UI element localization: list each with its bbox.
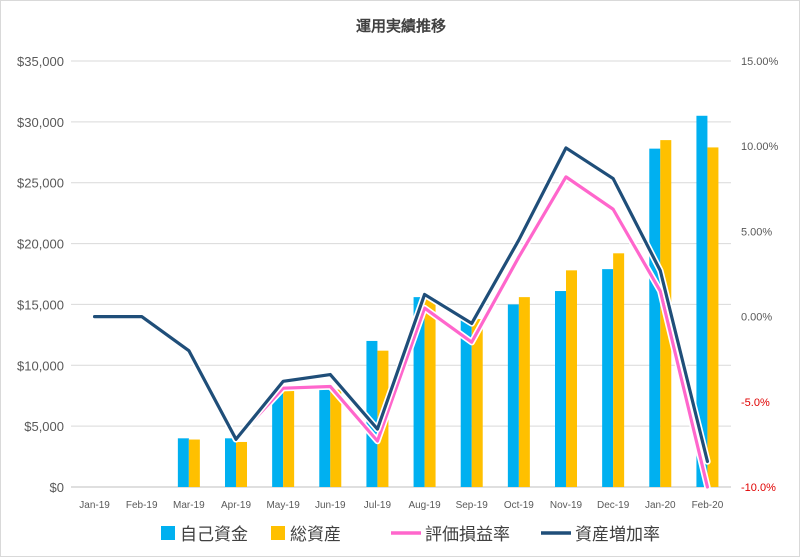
bar-own-funds	[649, 148, 661, 488]
y-right-tick-label: 0.00%	[741, 312, 772, 324]
bar-total-assets	[424, 297, 436, 487]
bar-total-assets	[283, 390, 295, 487]
bar-own-funds	[555, 291, 566, 487]
bar-own-funds	[507, 304, 519, 487]
x-tick-label: Sep-19	[456, 500, 489, 511]
x-tick-label: Aug-19	[408, 500, 441, 511]
bar-own-funds	[272, 389, 284, 487]
lines	[91, 144, 711, 491]
x-tick-label: Feb-19	[126, 500, 158, 511]
legend-swatch-total-assets	[271, 526, 285, 540]
bar-total-assets	[188, 439, 200, 487]
bar-total-assets	[707, 147, 719, 487]
bar-own-funds	[177, 438, 189, 487]
y-left-tick-label: $30,000	[17, 115, 64, 130]
legend-swatch-own-funds	[161, 526, 175, 540]
legend-label-valuation-rate: 評価損益率	[425, 525, 510, 544]
bar-own-funds	[319, 389, 331, 487]
bar-own-funds	[366, 340, 378, 487]
gridlines	[71, 60, 731, 488]
y-left-tick-label: $20,000	[17, 237, 64, 252]
line-asset-growth-rate	[92, 146, 710, 464]
y-right-tick-label: 5.00%	[741, 226, 772, 238]
x-tick-label: Nov-19	[550, 500, 583, 511]
chart-title: 運用実績推移	[356, 17, 446, 35]
axis-labels: $0 $5,000 $10,000 $15,000 $20,000 $25,000 $30,…	[17, 54, 779, 511]
x-tick-label: May-19	[266, 500, 300, 511]
y-left-tick-label: $15,000	[17, 297, 64, 312]
x-tick-label: Mar-19	[173, 500, 205, 511]
x-tick-label: Dec-19	[597, 500, 630, 511]
legend-label-own-funds: 自己資金	[180, 525, 248, 544]
bar-total-assets	[236, 441, 247, 487]
y-right-tick-label: -10.0%	[741, 482, 776, 494]
x-tick-label: Jan-20	[645, 500, 676, 511]
x-tick-label: Oct-19	[504, 500, 534, 511]
bar-own-funds	[225, 438, 236, 487]
bar-own-funds	[413, 297, 425, 487]
bar-total-assets	[613, 253, 625, 487]
y-right-tick-label: 10.00%	[741, 141, 779, 153]
bar-own-funds	[460, 320, 472, 487]
y-left-tick-label: $35,000	[17, 54, 64, 69]
y-left-tick-label: $10,000	[17, 358, 64, 373]
x-tick-label: Feb-20	[692, 500, 724, 511]
legend-label-total-assets: 総資産	[290, 525, 341, 544]
bar-total-assets	[518, 297, 530, 487]
y-right-tick-label: -5.0%	[741, 397, 770, 409]
x-tick-label: Jul-19	[364, 500, 392, 511]
bar-total-assets	[330, 389, 342, 487]
bar-total-assets	[471, 319, 483, 487]
y-left-tick-label: $25,000	[17, 176, 64, 191]
bar-total-assets	[566, 270, 577, 487]
x-tick-label: Apr-19	[221, 500, 251, 511]
bar-own-funds	[696, 115, 708, 488]
legend-label-asset-growth-rate: 資産増加率	[575, 525, 660, 544]
x-tick-label: Jan-19	[79, 500, 110, 511]
x-tick-label: Jun-19	[315, 500, 346, 511]
bar-own-funds	[602, 269, 614, 487]
y-right-tick-label: 15.00%	[741, 56, 779, 68]
y-left-tick-label: $5,000	[24, 419, 64, 434]
bars	[177, 115, 719, 488]
y-left-tick-label: $0	[50, 480, 64, 495]
legend: 自己資金 総資産 評価損益率 資産増加率	[161, 525, 660, 544]
